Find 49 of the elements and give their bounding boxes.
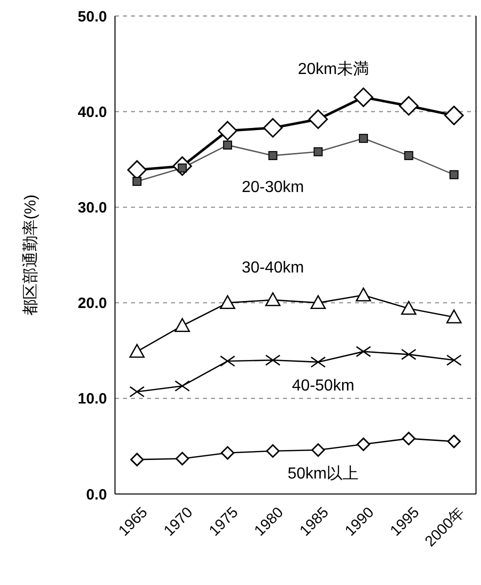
y-tick-label: 10.0	[78, 390, 107, 408]
point	[401, 348, 416, 360]
point	[218, 120, 238, 140]
point	[402, 432, 416, 446]
series-label: 50km以上	[288, 464, 359, 483]
point	[220, 295, 236, 310]
point	[401, 300, 416, 315]
point	[444, 106, 464, 126]
point	[354, 88, 374, 108]
series-label: 20-30km	[242, 179, 304, 196]
point	[129, 344, 145, 358]
point	[311, 443, 325, 457]
y-tick-label: 40.0	[78, 104, 107, 121]
series-label: 30-40km	[242, 259, 304, 276]
point	[220, 356, 236, 367]
point	[404, 151, 414, 160]
point	[446, 309, 462, 324]
point	[447, 434, 461, 448]
point	[174, 318, 190, 332]
point	[130, 452, 144, 466]
point	[314, 147, 323, 156]
point	[265, 354, 281, 366]
series-label: 20km未満	[298, 60, 369, 78]
y-tick-label: 0.0	[86, 486, 107, 504]
point	[266, 444, 280, 458]
point	[446, 354, 462, 366]
point	[310, 295, 326, 310]
point	[398, 96, 418, 116]
point	[356, 346, 372, 358]
y-tick-label: 30.0	[78, 200, 107, 217]
y-tick-label: 50.0	[78, 8, 107, 26]
point	[450, 170, 458, 180]
point	[132, 176, 142, 186]
point	[220, 446, 234, 460]
point	[129, 386, 145, 398]
point	[356, 438, 370, 452]
point	[176, 452, 190, 466]
series-label: 40-50km	[292, 378, 354, 395]
point	[358, 134, 368, 143]
point	[310, 356, 326, 368]
point	[265, 292, 281, 306]
point	[308, 110, 328, 129]
point	[223, 140, 232, 150]
point	[263, 118, 283, 138]
point	[356, 288, 372, 302]
y-axis-title: 都区部通勤率(%)	[22, 194, 40, 316]
point	[174, 380, 190, 392]
point	[268, 151, 278, 160]
y-tick-label: 20.0	[78, 295, 107, 312]
